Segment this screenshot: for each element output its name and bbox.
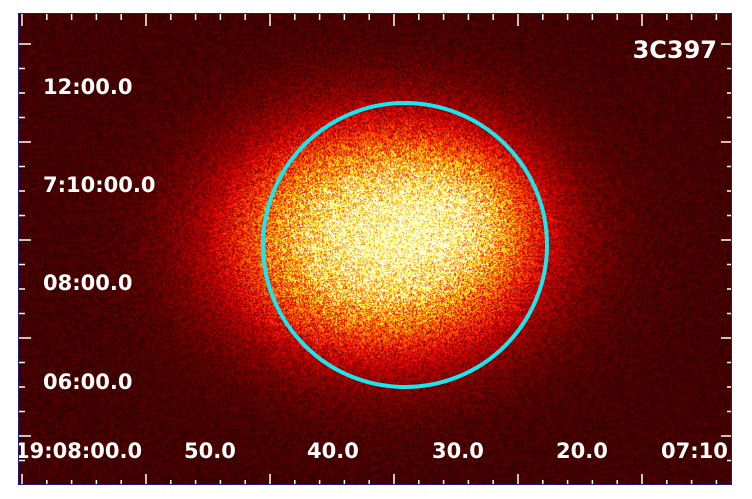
- dec-label: 06:00.0: [43, 370, 133, 394]
- dec-label: 12:00.0: [43, 75, 133, 99]
- image-frame: 3C397 12:00.0 7:10:00.0 08:00.0 06:00.0 …: [18, 13, 732, 485]
- overlay: [19, 14, 731, 484]
- source-region-circle[interactable]: [261, 101, 549, 389]
- axis-ticks: [19, 14, 731, 484]
- ra-label: 40.0: [307, 439, 359, 463]
- ra-label: 20.0: [556, 439, 608, 463]
- dec-label: 08:00.0: [43, 271, 133, 295]
- ra-label: 50.0: [184, 439, 236, 463]
- ra-label: 30.0: [432, 439, 484, 463]
- xray-image: [19, 14, 731, 484]
- ra-label: 19:08:00.0: [18, 439, 143, 463]
- object-name-label: 3C397: [632, 36, 717, 64]
- dec-label: 7:10:00.0: [43, 173, 156, 197]
- ra-label: 07:10: [661, 439, 728, 463]
